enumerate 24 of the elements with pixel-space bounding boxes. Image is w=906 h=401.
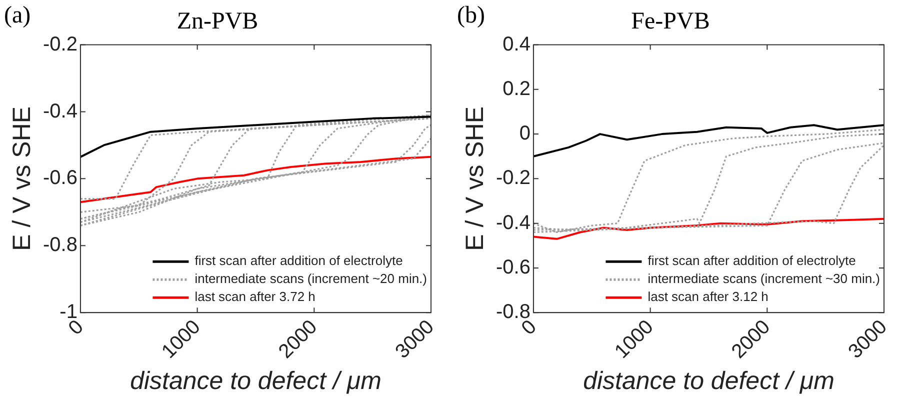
legend-label: last scan after 3.12 h [648,289,768,304]
text: (b) [457,2,485,28]
y-tick-label: -0.4 [42,100,78,122]
y-tick-label: -0.6 [496,256,530,278]
text: (a) [4,2,31,28]
y-tick-label: 0.4 [502,33,530,56]
y-tick-label: -0.2 [42,33,78,56]
y-tick-label: 0.2 [502,78,530,100]
y-tick-label: -0.8 [42,234,78,256]
legend-label: intermediate scans (increment ~20 min.) [194,271,428,286]
chart-title: Zn-PVB [176,8,258,35]
y-tick-label: -0.2 [496,167,530,190]
y-tick-label: -0.6 [42,167,78,190]
x-axis-title: distance to defect / μm [130,366,382,395]
chart-title: Fe-PVB [631,8,710,35]
legend-label: first scan after addition of electrolyte [648,253,856,268]
legend-label: intermediate scans (increment ~30 min.) [648,271,880,286]
y-axis-title: E / V vs SHE [460,106,489,251]
legend-label: last scan after 3.72 h [194,289,316,304]
y-tick-label: -0.4 [496,212,530,234]
legend-label: first scan after addition of electrolyte [194,253,403,268]
x-axis-title: distance to defect / μm [583,366,834,395]
y-tick-label: 0 [519,122,530,145]
y-axis-title: E / V vs SHE [8,106,36,251]
